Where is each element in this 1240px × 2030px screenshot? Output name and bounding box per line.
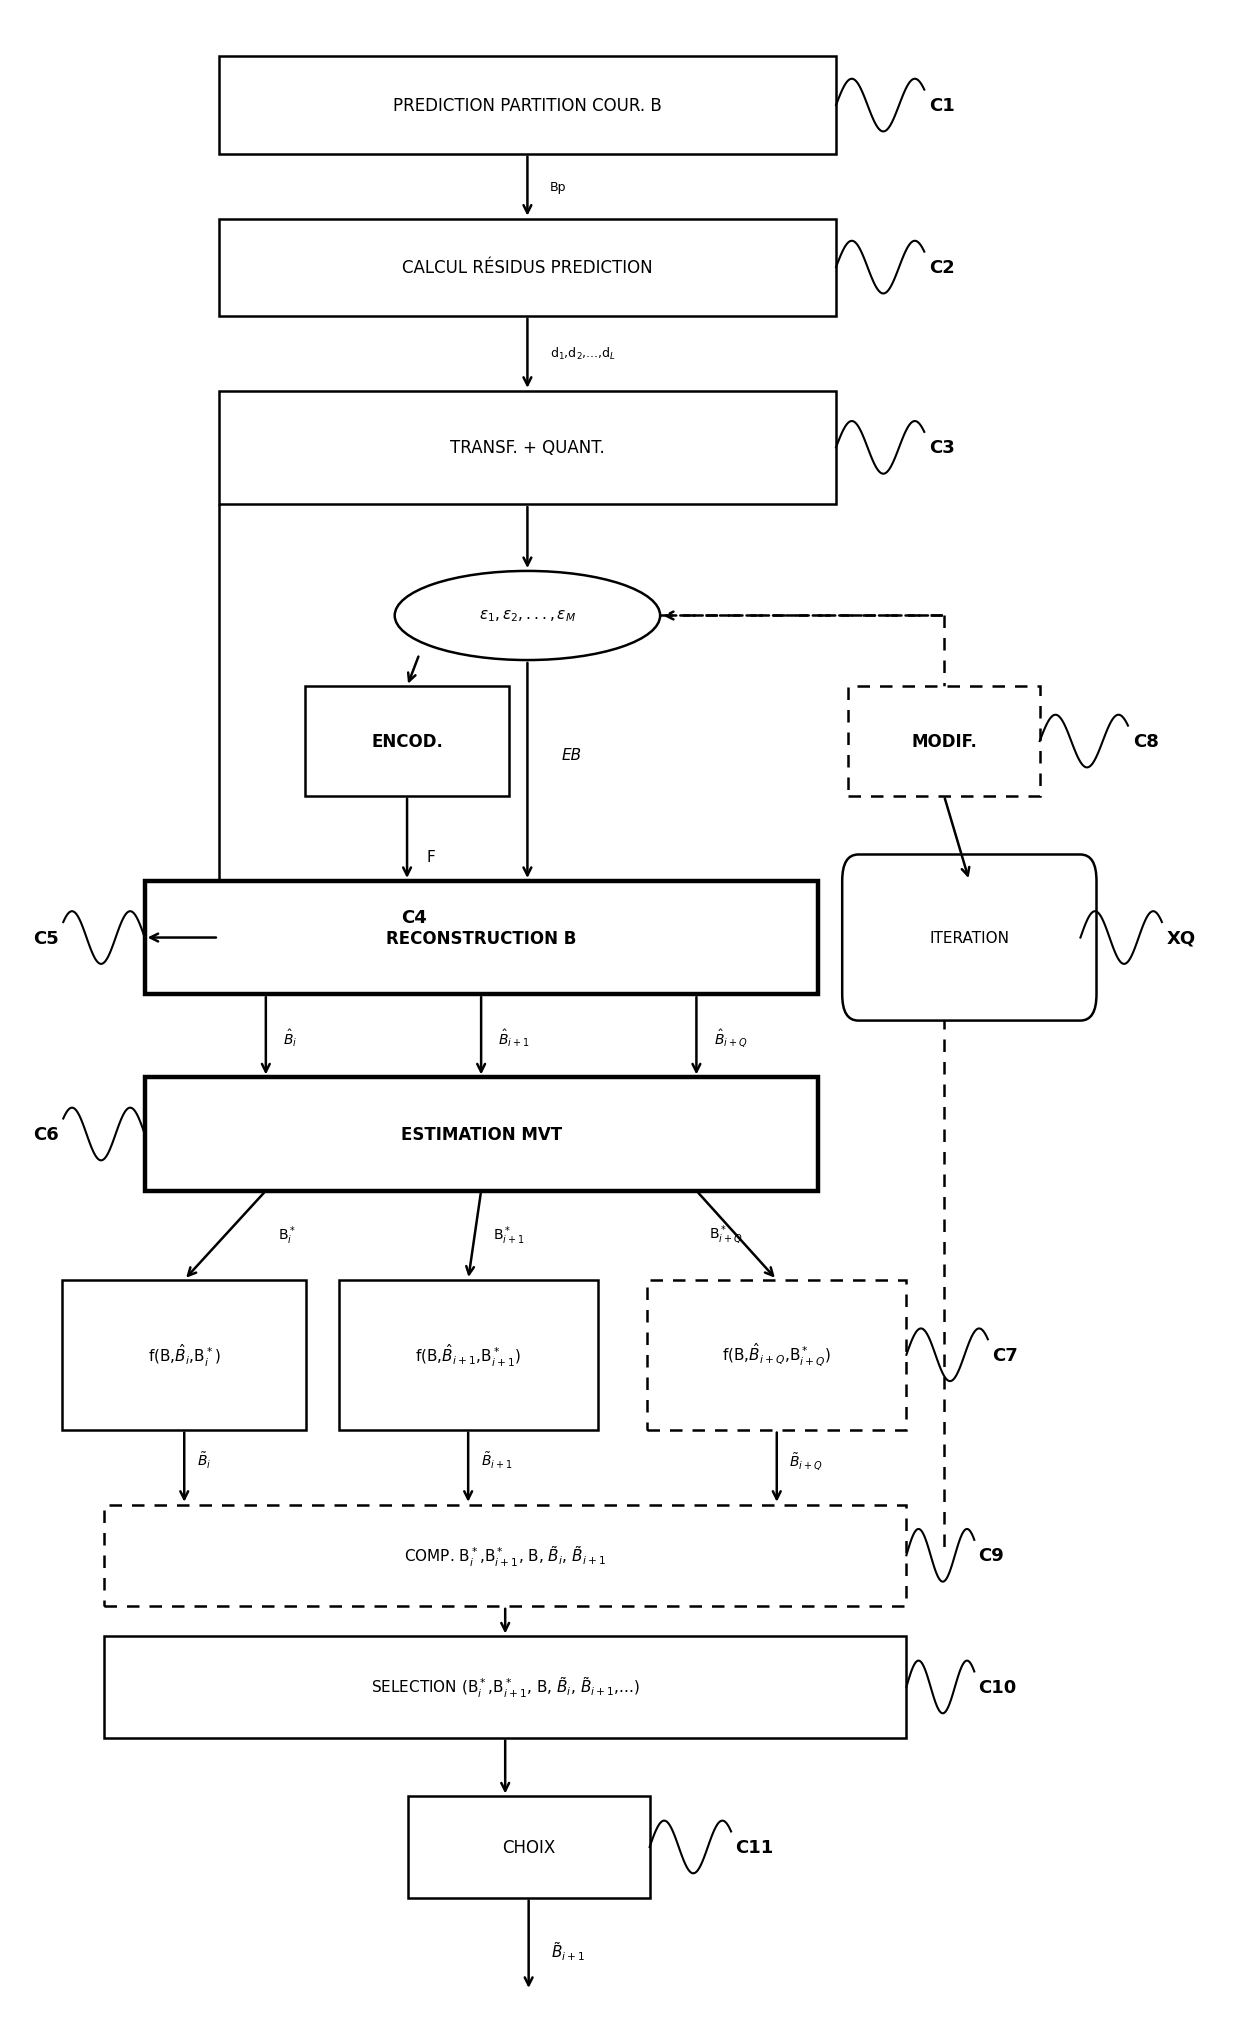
Text: XQ: XQ	[1167, 930, 1195, 948]
Text: EB: EB	[562, 747, 582, 763]
Text: CHOIX: CHOIX	[502, 1837, 556, 1855]
Text: $\tilde{B}_{i+1}$: $\tilde{B}_{i+1}$	[551, 1939, 585, 1961]
Text: C1: C1	[929, 97, 955, 116]
Text: MODIF.: MODIF.	[911, 733, 977, 751]
Bar	[408, 1797, 650, 1898]
Text: CALCUL RÉSIDUS PREDICTION: CALCUL RÉSIDUS PREDICTION	[402, 260, 652, 276]
Text: C11: C11	[735, 1837, 774, 1855]
Bar	[104, 1504, 906, 1606]
Text: $\tilde{B}_{i+Q}$: $\tilde{B}_{i+Q}$	[789, 1449, 822, 1472]
Bar	[145, 1078, 817, 1192]
Text: C2: C2	[929, 260, 955, 276]
Text: $\tilde{B}_{i+1}$: $\tilde{B}_{i+1}$	[481, 1449, 512, 1470]
Text: $\hat{B}_i$: $\hat{B}_i$	[283, 1027, 298, 1050]
Text: RECONSTRUCTION B: RECONSTRUCTION B	[386, 930, 577, 948]
FancyBboxPatch shape	[842, 855, 1096, 1021]
Text: TRANSF. + QUANT.: TRANSF. + QUANT.	[450, 438, 605, 457]
Text: f(B,$\hat{B}_{i+1}$,B$^*_{i+1}$): f(B,$\hat{B}_{i+1}$,B$^*_{i+1}$)	[415, 1342, 521, 1368]
Text: B$^*_i$: B$^*_i$	[278, 1224, 296, 1246]
Text: C4: C4	[401, 909, 427, 928]
Text: C6: C6	[33, 1125, 58, 1143]
Bar	[218, 392, 836, 505]
Text: SELECTION (B$^*_i$,B$^*_{i+1}$, B, $\tilde{B}_i$, $\tilde{B}_{i+1}$,...): SELECTION (B$^*_i$,B$^*_{i+1}$, B, $\til…	[371, 1675, 640, 1699]
Text: $\tilde{B}_i$: $\tilde{B}_i$	[197, 1449, 211, 1470]
Text: C3: C3	[929, 438, 955, 457]
Text: PREDICTION PARTITION COUR. B: PREDICTION PARTITION COUR. B	[393, 97, 662, 116]
Text: C9: C9	[978, 1547, 1003, 1565]
Text: $\varepsilon_1,\varepsilon_2,...,\varepsilon_M$: $\varepsilon_1,\varepsilon_2,...,\vareps…	[479, 609, 575, 623]
Bar	[647, 1281, 906, 1429]
Text: C10: C10	[978, 1679, 1017, 1697]
Bar	[218, 219, 836, 317]
Text: ESTIMATION MVT: ESTIMATION MVT	[401, 1125, 562, 1143]
Text: C7: C7	[992, 1346, 1018, 1364]
Bar	[218, 57, 836, 154]
Text: F: F	[427, 851, 435, 865]
Bar	[339, 1281, 598, 1429]
Text: $\hat{B}_{i+1}$: $\hat{B}_{i+1}$	[498, 1027, 529, 1050]
Ellipse shape	[394, 572, 660, 660]
Bar	[145, 881, 817, 995]
Text: $\hat{B}_{i+Q}$: $\hat{B}_{i+Q}$	[714, 1027, 748, 1050]
Text: B$^*_{i+1}$: B$^*_{i+1}$	[494, 1224, 525, 1246]
Text: C8: C8	[1133, 733, 1158, 751]
Text: Bp: Bp	[549, 181, 567, 193]
Text: ITERATION: ITERATION	[929, 930, 1009, 946]
Bar	[104, 1636, 906, 1738]
Text: f(B,$\hat{B}_{i+Q}$,B$^*_{i+Q}$): f(B,$\hat{B}_{i+Q}$,B$^*_{i+Q}$)	[722, 1342, 831, 1368]
Text: d$_1$,d$_2$,...,d$_L$: d$_1$,d$_2$,...,d$_L$	[549, 345, 616, 361]
Text: B$^*_{i+Q}$: B$^*_{i+Q}$	[709, 1224, 743, 1246]
Text: f(B,$\hat{B}_i$,B$^*_i$): f(B,$\hat{B}_i$,B$^*_i$)	[148, 1342, 221, 1368]
Bar	[305, 686, 508, 796]
Text: ENCOD.: ENCOD.	[371, 733, 443, 751]
Bar	[848, 686, 1039, 796]
Bar	[62, 1281, 306, 1429]
Text: COMP. B$^*_i$,B$^*_{i+1}$, B, $\tilde{B}_i$, $\tilde{B}_{i+1}$: COMP. B$^*_i$,B$^*_{i+1}$, B, $\tilde{B}…	[404, 1543, 606, 1567]
Text: C5: C5	[33, 930, 58, 948]
